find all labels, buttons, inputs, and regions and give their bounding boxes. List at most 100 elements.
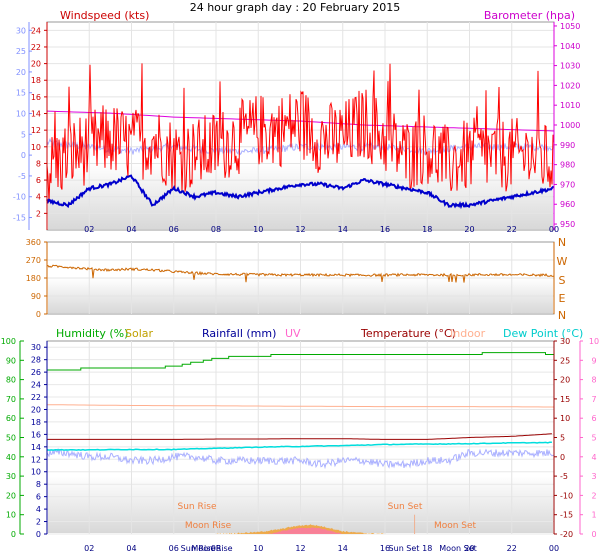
panel1-temp-tick-label: -5 [18, 172, 26, 181]
panel1-x-tick-label: 16 [380, 225, 390, 234]
panel1-temp-tick-label: 20 [16, 68, 26, 77]
rain-tick-label: 24 [31, 381, 41, 390]
rain-tick-label: 6 [36, 493, 41, 502]
panel3-x-tick-label: 22 [507, 544, 517, 553]
panel3-x-tick-label: 08 [211, 544, 221, 553]
temp-tick-label: 25 [560, 356, 570, 365]
direction-tick-label: 0 [36, 310, 41, 319]
uv-area [268, 527, 343, 534]
panel3-x-tick-label: 00 [549, 544, 559, 553]
panel3-x-tick-label: 02 [84, 544, 94, 553]
wind-tick-label: 6 [36, 176, 41, 185]
compass-label: E [559, 292, 566, 305]
bottom-sun-rise-label: Sun Rise [181, 544, 216, 553]
temp-tick-label: -10 [560, 491, 573, 500]
temp-tick-label: -15 [560, 511, 573, 520]
wind-tick-label: 14 [31, 110, 41, 119]
panel1-temp-tick-label: -10 [13, 193, 26, 202]
moon-set-label: Moon Set [434, 521, 477, 531]
uv-tick-label: 6 [591, 414, 596, 423]
humidity-tick-label: 20 [6, 491, 16, 500]
humidity-tick-label: 90 [6, 356, 16, 365]
humidity-tick-label: 100 [1, 337, 16, 346]
bottom-moon-set-label: Moon Set [439, 544, 476, 553]
panel3-x-tick-label: 04 [126, 544, 136, 553]
panel1-x-tick-label: 20 [464, 225, 474, 234]
rain-tick-label: 30 [31, 343, 41, 352]
temp-tick-label: 0 [560, 453, 565, 462]
panel1-temp-tick-label: 30 [16, 26, 26, 35]
rain-tick-label: 16 [31, 430, 41, 439]
humidity-axis-label: Humidity (%) [56, 327, 128, 340]
panel1-x-tick-label: 10 [253, 225, 263, 234]
uv-label: UV [285, 327, 301, 340]
baro-tick-label: 1000 [560, 121, 580, 130]
compass-label: W [557, 255, 568, 268]
panel3-x-tick-label: 12 [295, 544, 305, 553]
indoor-series-line [47, 404, 554, 408]
rain-tick-label: 20 [31, 405, 41, 414]
compass-label: S [559, 274, 566, 287]
panel1-x-tick-label: 06 [169, 225, 179, 234]
wind-direction-series-line [46, 264, 554, 283]
panel1-temp-tick-label: 5 [21, 130, 26, 139]
uv-tick-label: 8 [591, 376, 596, 385]
humidity-tick-label: 40 [6, 453, 16, 462]
uv-tick-label: 3 [591, 472, 596, 481]
rain-tick-label: 8 [36, 480, 41, 489]
rain-tick-label: 26 [31, 368, 41, 377]
panel1-x-tick-label: 08 [211, 225, 221, 234]
wind-axis-label: Windspeed (kts) [60, 9, 149, 22]
panel1-x-tick-label: 12 [295, 225, 305, 234]
humidity-tick-label: 10 [6, 511, 16, 520]
panel-wind-barometer: 24681012141618202224-15-10-5051015202530… [13, 9, 580, 234]
windspeed-series-line [46, 63, 555, 203]
panel3-x-tick-label: 14 [338, 544, 348, 553]
panel1-x-tick-label: 22 [507, 225, 517, 234]
baro-tick-label: 970 [560, 180, 575, 189]
wind-tick-label: 8 [36, 159, 41, 168]
direction-tick-label: 270 [26, 256, 41, 265]
panel1-series [46, 63, 555, 210]
panel2-gridlines [47, 242, 555, 314]
panel1-temp-tick-label: 10 [16, 110, 26, 119]
baro-tick-label: 980 [560, 161, 575, 170]
baro-tick-label: 1020 [560, 81, 580, 90]
humidity-series-line [47, 352, 554, 371]
baro-tick-label: 960 [560, 200, 575, 209]
direction-tick-label: 180 [26, 274, 41, 283]
panel-humidity-temperature: 0102030405060708090100024681012141618202… [1, 327, 599, 553]
humidity-tick-label: 30 [6, 472, 16, 481]
baro-tick-label: 1030 [560, 62, 580, 71]
wind-tick-label: 12 [31, 126, 41, 135]
uv-tick-label: 5 [591, 434, 596, 443]
rain-tick-label: 10 [31, 468, 41, 477]
panel1-x-tick-label: 18 [422, 225, 432, 234]
panel3-gridlines [47, 341, 555, 535]
bottom-sun-set-label: Sun Set [389, 544, 420, 553]
sun-set-label: Sun Set [388, 502, 423, 512]
solar-label: Solar [125, 327, 154, 340]
bottom-moon-rise-label: Moon Rise [191, 544, 232, 553]
panel3-x-tick-label: 10 [253, 544, 263, 553]
direction-tick-label: 360 [26, 238, 41, 247]
uv-tick-label: 1 [591, 511, 596, 520]
chart-title: 24 hour graph day : 20 February 2015 [190, 1, 401, 14]
moon-rise-label: Moon Rise [185, 521, 232, 531]
panel1-x-tick-label: 02 [84, 225, 94, 234]
panel1-temp-tick-label: 25 [16, 47, 26, 56]
baro-tick-label: 990 [560, 141, 575, 150]
panel3-axis-ticks: 0102030405060708090100024681012141618202… [1, 337, 599, 553]
humidity-tick-label: 50 [6, 434, 16, 443]
baro-axis-label: Barometer (hpa) [484, 9, 575, 22]
panel2-series [46, 264, 554, 283]
compass-label: N [558, 309, 566, 322]
panel1-x-tick-label: 00 [549, 225, 559, 234]
rainfall-axis-label: Rainfall (mm) [202, 327, 276, 340]
temperature-blue-line [46, 174, 555, 210]
compass-label: N [558, 236, 566, 249]
rain-tick-label: 14 [31, 443, 41, 452]
baro-tick-label: 1010 [560, 101, 580, 110]
